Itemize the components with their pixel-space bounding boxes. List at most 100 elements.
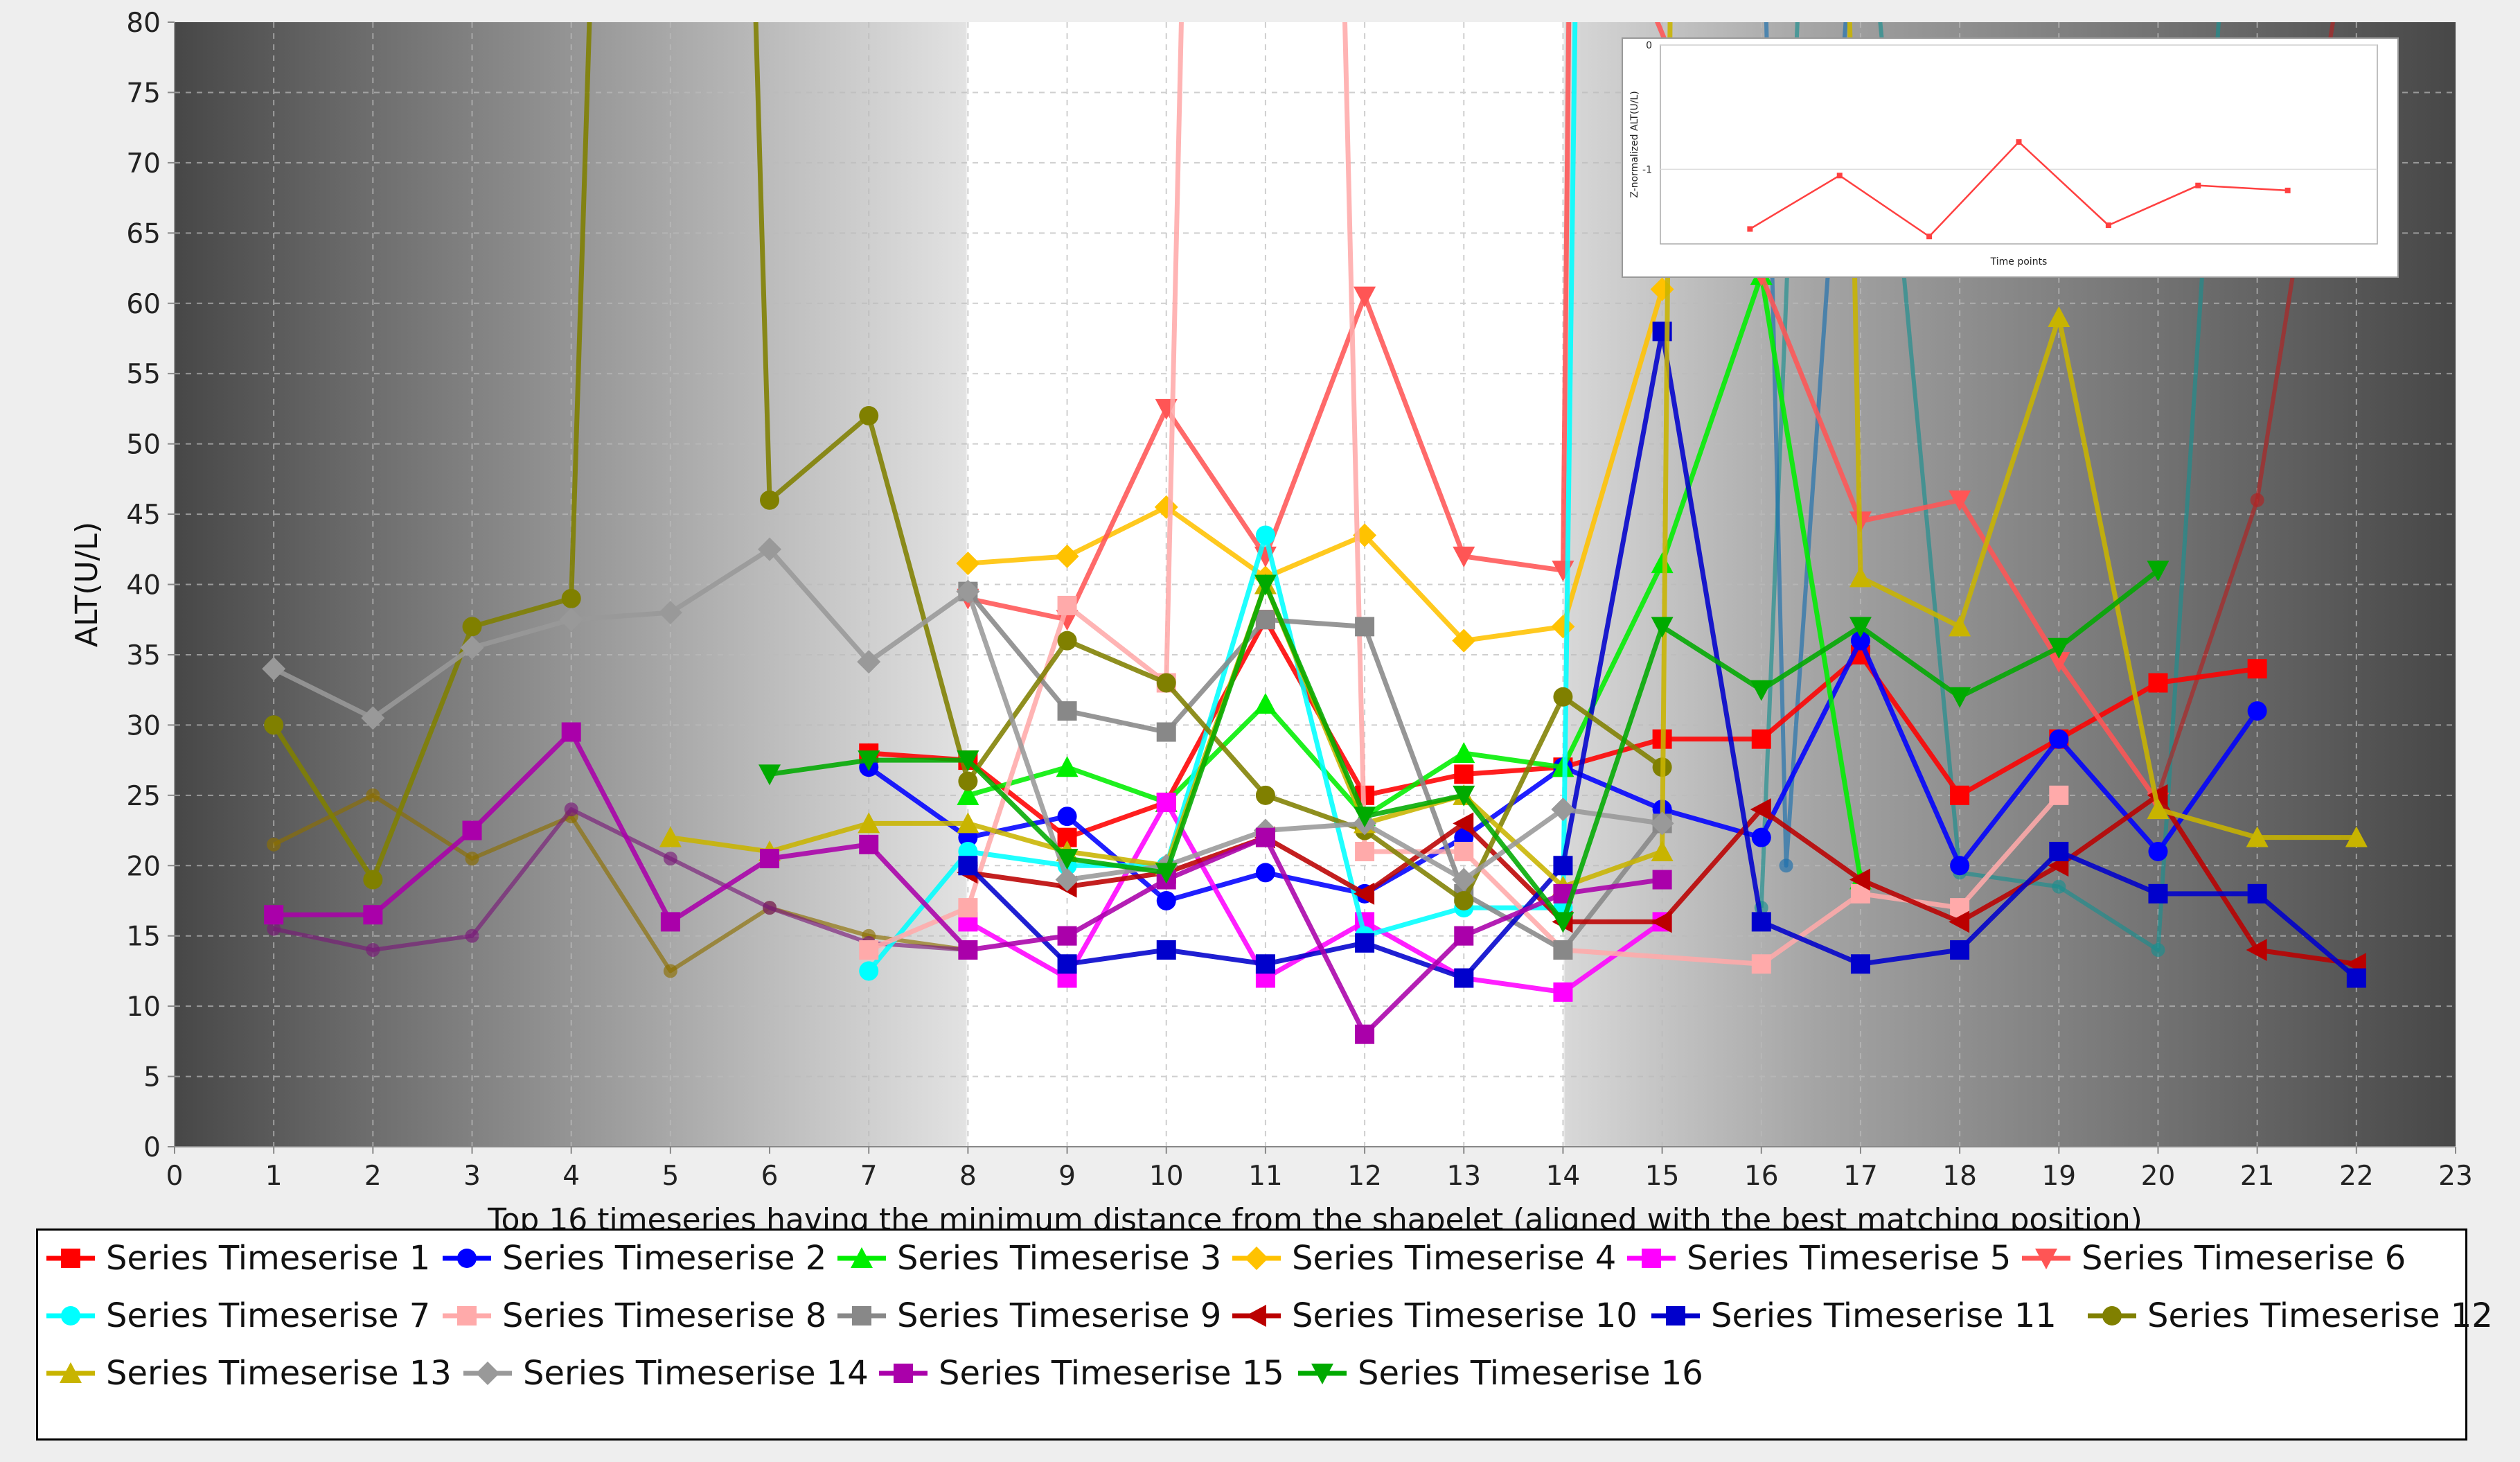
series-point — [1551, 798, 1575, 822]
inset-series-point — [1836, 173, 1843, 179]
legend-swatch — [1651, 1306, 1700, 1326]
series-15 — [264, 722, 1672, 1044]
background-series-point — [564, 802, 578, 817]
series-point — [1849, 617, 1872, 638]
series-point — [1155, 863, 1178, 884]
x-tick-label: 11 — [1248, 1161, 1283, 1192]
legend-swatch — [463, 1362, 512, 1385]
legend-item: Series Timeserise 4 — [1231, 1234, 1616, 1283]
legend-item: Series Timeserise 9 — [836, 1292, 1221, 1340]
x-tick-label: 3 — [463, 1161, 481, 1192]
y-tick-label: 15 — [126, 922, 161, 953]
series-point — [2345, 826, 2368, 847]
series-point — [2246, 938, 2267, 961]
series-point — [1949, 910, 1970, 933]
series-point — [2148, 883, 2168, 904]
series-point — [1553, 856, 1573, 876]
legend-swatch — [1627, 1249, 1676, 1268]
x-tick-label: 22 — [2339, 1161, 2374, 1192]
series-point — [1751, 827, 1771, 847]
series-line — [967, 272, 1863, 881]
series-11 — [958, 322, 2366, 988]
series-point — [1255, 785, 1275, 805]
y-tick-label: 5 — [143, 1062, 161, 1093]
inset-series-point — [1926, 234, 1933, 240]
legend-label: Series Timeserise 11 — [1711, 1296, 2057, 1335]
series-point — [1850, 954, 1870, 974]
y-tick-label: 75 — [126, 78, 161, 109]
legend-item: Series Timeserise 10 — [1231, 1292, 1638, 1340]
background-series-line — [273, 807, 968, 952]
series-point — [1354, 286, 1376, 308]
legend-swatch — [1232, 1247, 1281, 1270]
background-series-point — [763, 901, 777, 915]
series-point — [2148, 841, 2168, 861]
legend-swatch-marker — [894, 1364, 913, 1383]
series-point — [2049, 729, 2069, 749]
series-point — [1355, 1024, 1375, 1044]
legend-swatch — [443, 1249, 491, 1268]
series-point — [460, 635, 484, 660]
series-point — [561, 588, 581, 608]
x-tick-label: 10 — [1149, 1161, 1184, 1192]
grid-lines — [175, 22, 2456, 1147]
series-point — [1751, 912, 1771, 932]
x-tick-label: 0 — [166, 1161, 184, 1192]
legend-swatch-marker — [851, 1247, 873, 1268]
legend-swatch-marker — [61, 1306, 80, 1326]
legend-swatch — [2088, 1306, 2136, 1326]
legend-label: Series Timeserise 4 — [1292, 1239, 1617, 1278]
series-point — [2246, 826, 2269, 847]
series-line — [966, 590, 1665, 953]
legend-label: Series Timeserise 13 — [106, 1354, 452, 1393]
series-point — [2148, 673, 2168, 693]
series-point — [1453, 812, 1474, 835]
y-tick-label: 80 — [126, 8, 161, 39]
series-point — [1849, 868, 1870, 891]
x-tick-label: 19 — [2041, 1161, 2076, 1192]
legend-label: Series Timeserise 7 — [106, 1296, 431, 1335]
legend-swatch-marker — [457, 1249, 477, 1268]
legend-item: Series Timeserise 15 — [878, 1349, 1284, 1398]
series-point — [1254, 574, 1277, 596]
series-point — [760, 490, 780, 510]
legend-item: Series Timeserise 12 — [2086, 1292, 2493, 1340]
series-point — [957, 784, 979, 805]
legend-label: Series Timeserise 12 — [2147, 1296, 2493, 1335]
legend-label: Series Timeserise 10 — [1292, 1296, 1638, 1335]
series-point — [462, 617, 482, 637]
series-point — [760, 849, 780, 869]
legend-swatch — [2022, 1249, 2070, 1269]
series-point — [1553, 982, 1573, 1002]
legend-label: Series Timeserise 9 — [897, 1296, 1222, 1335]
series-point — [1255, 610, 1275, 630]
legend-swatch — [879, 1364, 928, 1383]
inset-series — [1747, 139, 2291, 240]
background-series-point — [1779, 858, 1793, 873]
series-point — [2049, 841, 2069, 861]
series-point — [1949, 615, 1971, 637]
x-tick-label: 15 — [1645, 1161, 1680, 1192]
legend-label: Series Timeserise 2 — [502, 1239, 827, 1278]
x-tick-label: 21 — [2240, 1161, 2275, 1192]
series-point — [2048, 637, 2070, 659]
series-point — [1553, 687, 1573, 707]
series-point — [1454, 841, 1474, 861]
inset-y-tick-label: 0 — [1646, 40, 1652, 51]
series-point — [1950, 785, 1970, 805]
series-point — [1454, 968, 1474, 988]
series-point — [363, 870, 383, 890]
series-point — [659, 826, 682, 847]
background-series-point — [366, 942, 380, 957]
series-point — [2247, 659, 2267, 679]
series-point — [2247, 883, 2267, 904]
series-12 — [264, 22, 1672, 910]
legend-swatch-marker — [1642, 1249, 1661, 1268]
series-point — [858, 812, 880, 834]
series-point — [1552, 912, 1574, 933]
series-point — [559, 608, 583, 632]
series-point — [1355, 841, 1375, 861]
x-tick-label: 13 — [1446, 1161, 1481, 1192]
legend-label: Series Timeserise 1 — [106, 1239, 431, 1278]
series-point — [462, 820, 482, 840]
